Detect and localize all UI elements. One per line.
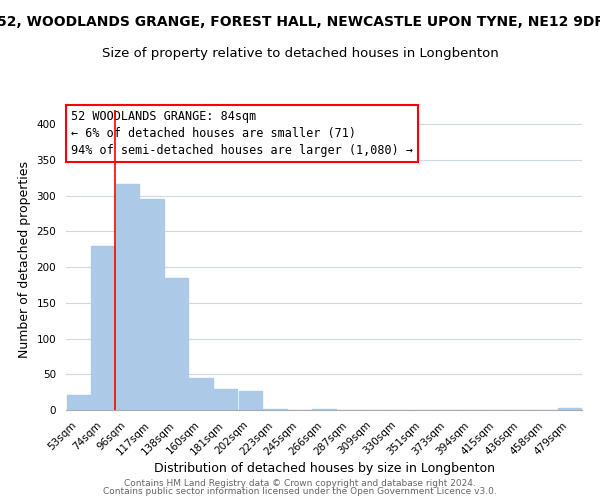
Text: Contains HM Land Registry data © Crown copyright and database right 2024.: Contains HM Land Registry data © Crown c… xyxy=(124,478,476,488)
Bar xyxy=(165,278,188,410)
Text: 52 WOODLANDS GRANGE: 84sqm
← 6% of detached houses are smaller (71)
94% of semi-: 52 WOODLANDS GRANGE: 84sqm ← 6% of detac… xyxy=(71,110,413,157)
Bar xyxy=(91,246,115,410)
Bar xyxy=(140,198,164,410)
Bar xyxy=(190,378,213,410)
Bar xyxy=(239,392,262,410)
Bar xyxy=(116,184,139,410)
Bar xyxy=(214,390,238,410)
Bar xyxy=(67,395,90,410)
Bar xyxy=(263,408,287,410)
Y-axis label: Number of detached properties: Number of detached properties xyxy=(18,162,31,358)
X-axis label: Distribution of detached houses by size in Longbenton: Distribution of detached houses by size … xyxy=(154,462,494,475)
Text: Contains public sector information licensed under the Open Government Licence v3: Contains public sector information licen… xyxy=(103,487,497,496)
Text: 52, WOODLANDS GRANGE, FOREST HALL, NEWCASTLE UPON TYNE, NE12 9DF: 52, WOODLANDS GRANGE, FOREST HALL, NEWCA… xyxy=(0,15,600,29)
Text: Size of property relative to detached houses in Longbenton: Size of property relative to detached ho… xyxy=(101,48,499,60)
Bar xyxy=(558,408,581,410)
